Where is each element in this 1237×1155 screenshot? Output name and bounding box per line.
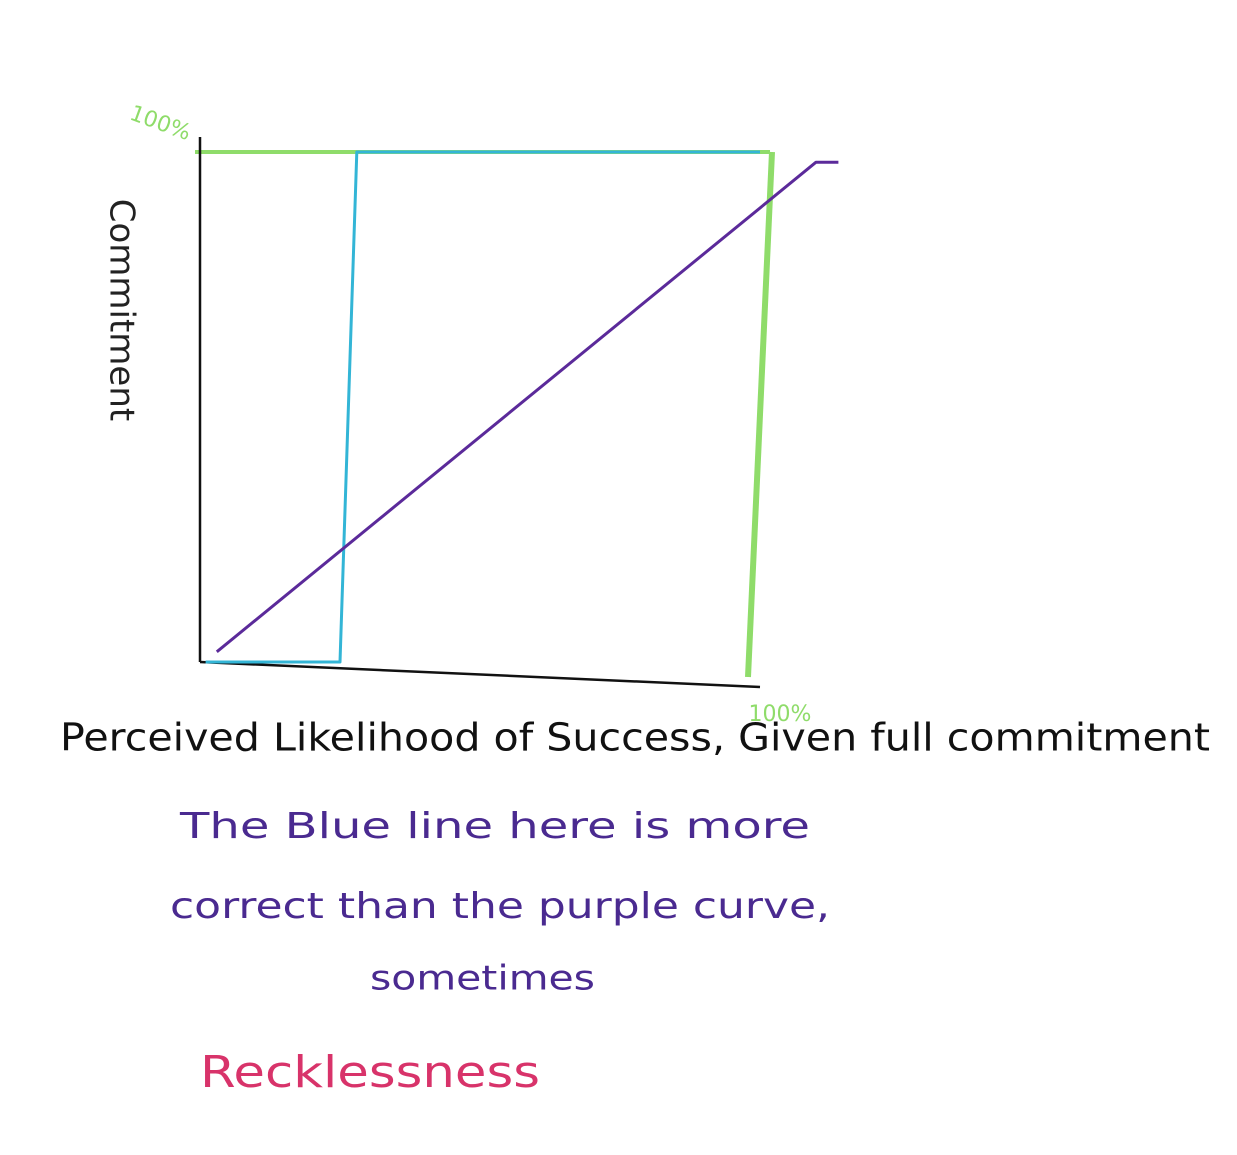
line-series [205, 150, 760, 664]
grid-line [745, 151, 775, 678]
x-axis-label: Perceived Likelihood of Success, Given f… [60, 716, 1210, 760]
annotation: correct than the purple curve, [170, 886, 830, 927]
annotation: The Blue line here is more [179, 806, 810, 847]
y-axis-label: Commitment [102, 199, 142, 421]
line-series [215, 160, 839, 653]
annotation: sometimes [370, 959, 595, 999]
note: Recklessness [200, 1047, 540, 1098]
x-tick-label: 100% [749, 702, 812, 727]
x-axis [199, 660, 761, 689]
